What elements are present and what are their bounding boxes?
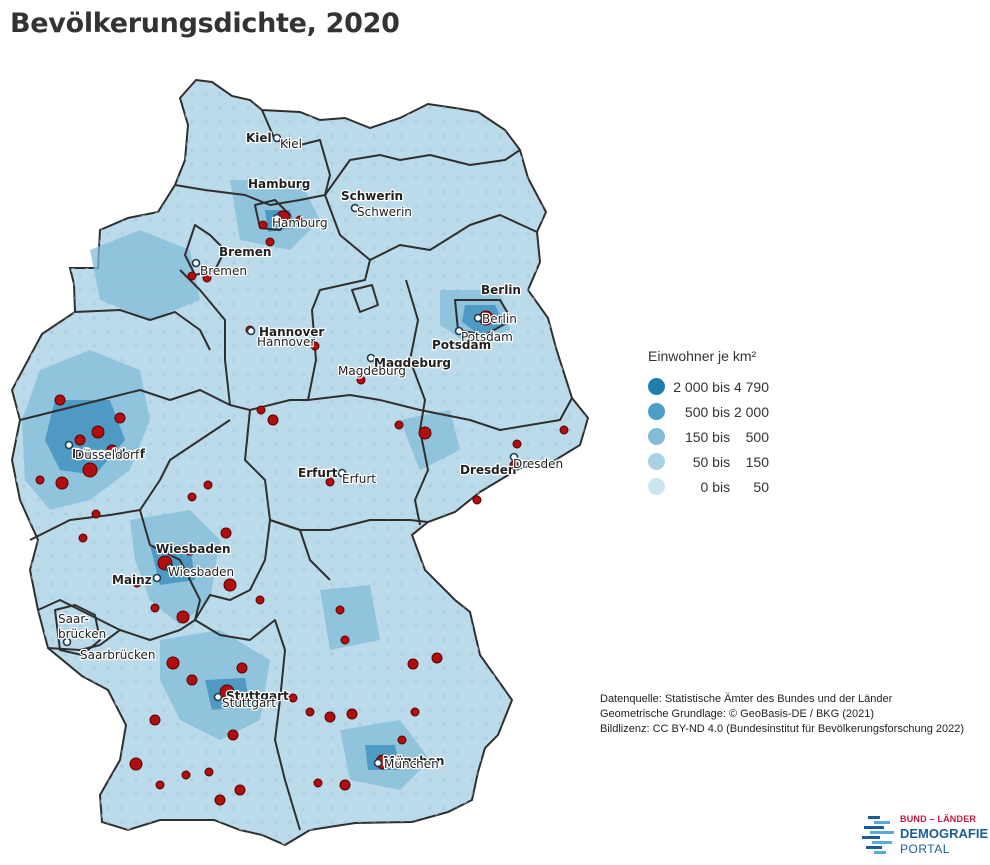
legend-swatch — [648, 453, 665, 470]
logo-mark-icon — [862, 816, 894, 854]
logo-sub-text: PORTAL — [900, 842, 950, 856]
legend-item: 0 bis 50 — [648, 474, 788, 499]
label-schwerin-capital: Schwerin — [341, 189, 403, 203]
legend-swatch — [648, 378, 665, 395]
label-potsdam: Potsdam — [461, 330, 513, 344]
logo-top-text: BUND – LÄNDER — [900, 814, 977, 824]
label-hannover: Hannover — [257, 335, 315, 349]
label-saarbruecken-2: brücken — [58, 627, 106, 641]
label-dresden-capital: Dresden — [460, 463, 516, 477]
legend-label: 50 bis 150 — [692, 453, 769, 470]
credit-source: Datenquelle: Statistische Ämter des Bund… — [600, 693, 893, 705]
label-magdeburg: Magdeburg — [338, 364, 406, 378]
label-dresden: Dresden — [513, 457, 563, 471]
legend-item: 500 bis 2 000 — [648, 399, 788, 424]
credit-geometry: Geometrische Grundlage: © GeoBasis-DE / … — [600, 708, 875, 720]
label-bremen: Bremen — [200, 264, 247, 278]
legend-item: 50 bis 150 — [648, 449, 788, 474]
state-borders — [19, 109, 573, 831]
demografie-portal-logo[interactable]: BUND – LÄNDER DEMOGRAFIE PORTAL — [862, 812, 989, 862]
label-muenchen: München — [384, 757, 439, 771]
label-wiesbaden: Wiesbaden — [168, 565, 234, 579]
map-title: Bevölkerungsdichte, 2020 — [10, 8, 400, 39]
label-mainz: Mainz — [112, 573, 152, 587]
label-saarbruecken-1: Saar- — [58, 612, 89, 626]
label-muenchen-capital: München — [383, 754, 444, 768]
label-potsdam-capital: Potsdam — [432, 338, 491, 352]
label-bremen-capital: Bremen — [219, 245, 271, 259]
legend: Einwohner je km² 2 000 bis 4 790 500 bis… — [648, 348, 788, 499]
legend-label: 0 bis 50 — [700, 478, 769, 495]
label-duesseldorf: Düsseldorf — [75, 448, 140, 462]
legend-item: 2 000 bis 4 790 — [648, 374, 788, 399]
label-erfurt: Erfurt — [342, 472, 376, 486]
label-berlin: Berlin — [482, 312, 517, 326]
legend-item: 150 bis 500 — [648, 424, 788, 449]
capital-markers — [62, 133, 519, 768]
label-saarbruecken: Saarbrücken — [80, 648, 156, 662]
credits: Datenquelle: Statistische Ämter des Bund… — [600, 692, 964, 737]
label-duesseldorf-capital: Düsseldorf — [72, 447, 146, 461]
label-hamburg: Hamburg — [272, 216, 328, 230]
label-kiel: Kiel — [280, 137, 302, 151]
legend-label: 150 bis 500 — [684, 428, 769, 445]
legend-label: 2 000 bis 4 790 — [673, 378, 769, 395]
label-schwerin: Schwerin — [357, 205, 412, 219]
label-wiesbaden-capital: Wiesbaden — [156, 542, 231, 556]
label-kiel-capital: Kiel — [246, 131, 272, 145]
label-stuttgart-capital: Stuttgart — [226, 689, 289, 703]
germany-density-map: Kiel Kiel Hamburg Hamburg Schwerin Schwe… — [10, 78, 590, 847]
label-magdeburg-capital: Magdeburg — [374, 356, 451, 370]
legend-swatch — [648, 428, 665, 445]
city-dots — [35, 210, 569, 806]
label-hannover-capital: Hannover — [259, 325, 324, 339]
legend-title: Einwohner je km² — [648, 348, 757, 364]
label-hamburg-capital: Hamburg — [248, 177, 310, 191]
legend-swatch — [648, 403, 665, 420]
label-erfurt-capital: Erfurt — [298, 466, 338, 480]
legend-label: 500 bis 2 000 — [684, 403, 769, 420]
legend-swatch — [648, 478, 665, 495]
credit-license: Bildlizenz: CC BY-ND 4.0 (Bundesinstitut… — [600, 723, 964, 735]
label-berlin-capital: Berlin — [481, 283, 521, 297]
label-stuttgart: Stuttgart — [222, 696, 276, 710]
logo-main-text: DEMOGRAFIE — [900, 826, 989, 841]
